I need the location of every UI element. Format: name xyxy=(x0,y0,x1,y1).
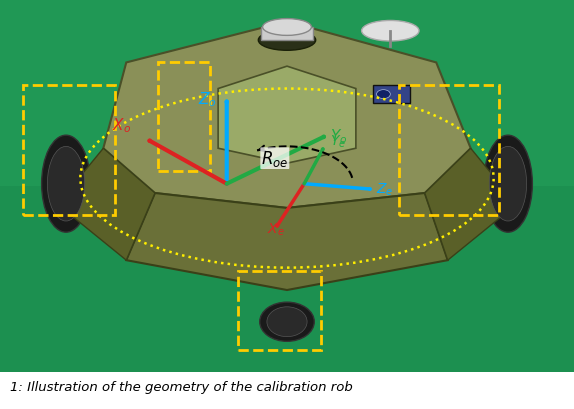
Polygon shape xyxy=(126,193,448,290)
Ellipse shape xyxy=(259,302,315,342)
Polygon shape xyxy=(425,149,517,261)
Text: $X_o$: $X_o$ xyxy=(112,116,131,135)
Ellipse shape xyxy=(483,136,533,233)
Text: $Y_e$: $Y_e$ xyxy=(330,133,346,150)
Ellipse shape xyxy=(263,20,311,36)
Bar xyxy=(158,63,210,171)
Ellipse shape xyxy=(47,147,85,221)
Text: $Z_o$: $Z_o$ xyxy=(198,90,217,109)
Bar xyxy=(0,0,574,186)
Bar xyxy=(373,85,410,104)
Ellipse shape xyxy=(258,31,316,51)
Ellipse shape xyxy=(489,147,527,221)
Ellipse shape xyxy=(362,21,419,42)
Bar xyxy=(23,85,115,216)
Ellipse shape xyxy=(267,307,307,337)
Text: $Z_e$: $Z_e$ xyxy=(376,182,393,198)
Polygon shape xyxy=(57,149,155,261)
Bar xyxy=(399,85,499,216)
Circle shape xyxy=(377,90,390,99)
Polygon shape xyxy=(218,67,356,164)
Text: 1: Illustration of the geometry of the calibration rob: 1: Illustration of the geometry of the c… xyxy=(10,380,353,393)
Ellipse shape xyxy=(42,136,91,233)
Text: $R_{oe}$: $R_{oe}$ xyxy=(261,149,289,169)
Text: $Y_o$: $Y_o$ xyxy=(330,128,347,146)
Polygon shape xyxy=(103,22,471,209)
Text: $X_e$: $X_e$ xyxy=(267,220,285,237)
Polygon shape xyxy=(261,28,313,41)
Bar xyxy=(238,272,321,350)
